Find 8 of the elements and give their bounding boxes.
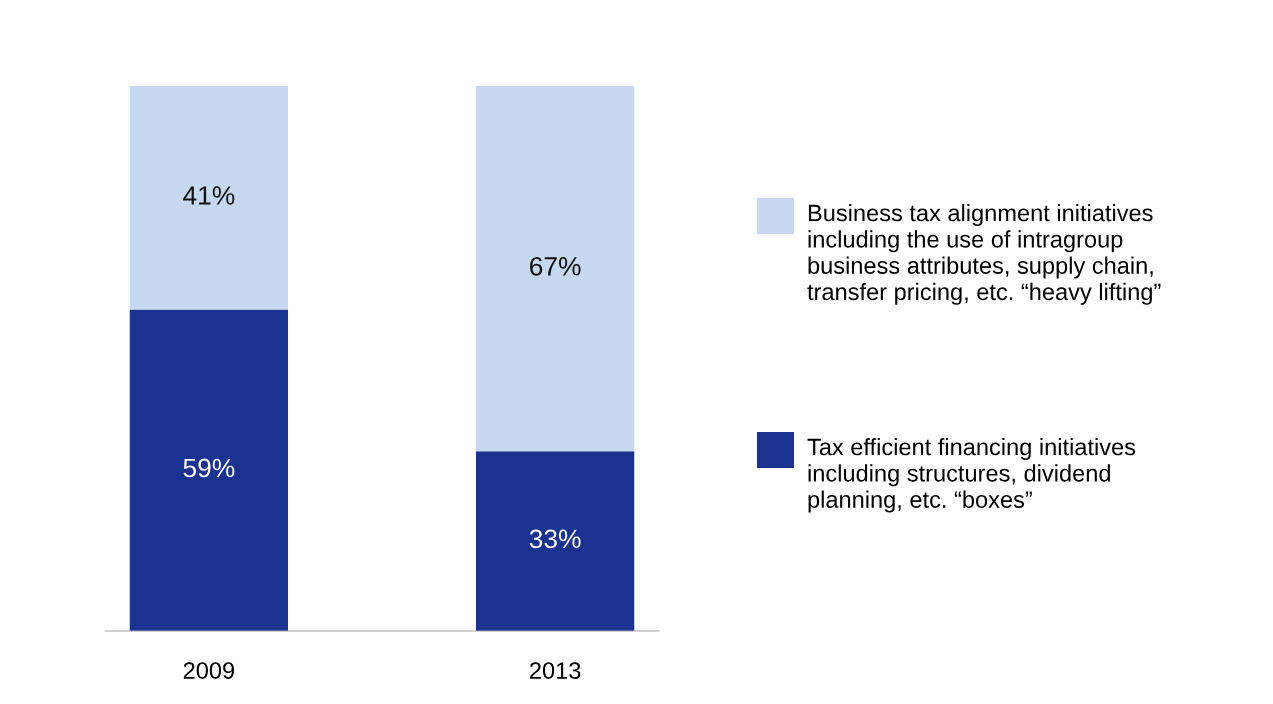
legend-label: Business tax alignment initiatives including the use of intragroup business attributes, supply chain, transfer pricing, etc. “heavy lifting” (807, 204, 1161, 305)
data-label: 41% (183, 186, 235, 205)
x-tick-label: 2013 (530, 662, 581, 679)
legend-label: Tax efficient financing initiatives including structures, dividend planning, etc. “boxes” (807, 438, 1136, 513)
data-label: 67% (530, 256, 581, 276)
data-label: 33% (529, 529, 581, 549)
x-tick-label: 2009 (183, 662, 235, 679)
data-label: 59% (183, 458, 235, 478)
